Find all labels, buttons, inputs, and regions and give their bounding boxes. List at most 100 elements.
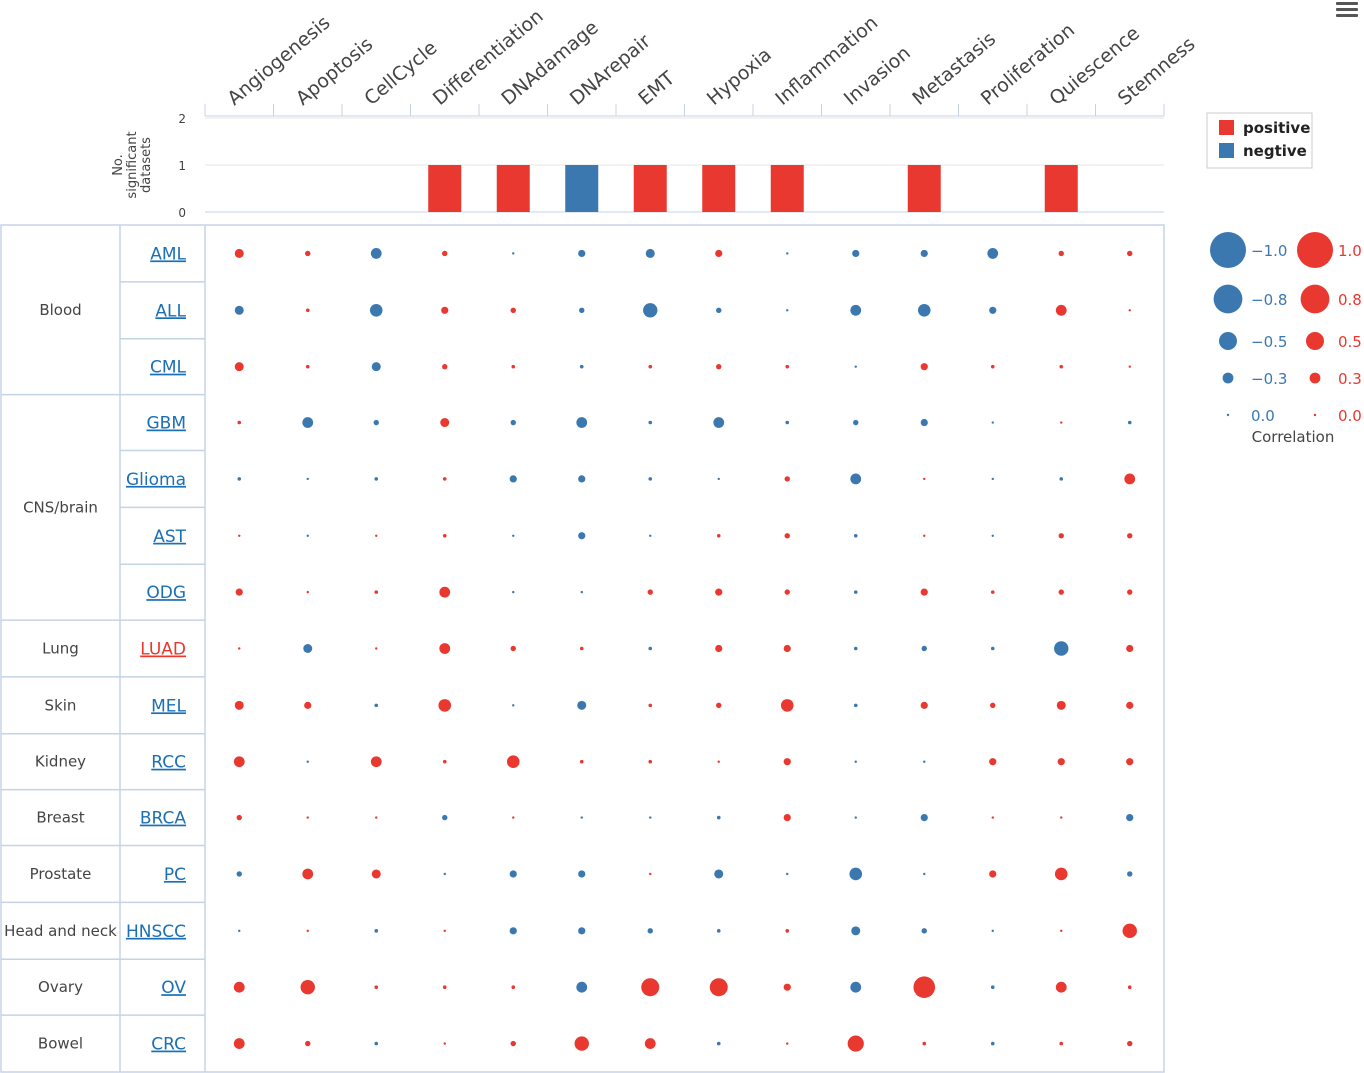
bubble-aml-dnarepair [578,249,586,258]
bubble-crc-stemness [1127,1040,1133,1047]
size-legend-positive-label: 0.3 [1338,370,1362,388]
bubble-all-angiogenesis [234,305,244,315]
dataset-link-mel[interactable]: MEL [151,696,186,716]
bubble-brca-cellcycle [375,816,378,819]
bubble-rcc-metastasis [923,760,926,763]
bubble-ov-quiescence [1055,981,1067,993]
bubble-all-invasion [850,304,862,316]
bubble-crc-differentiation [443,1042,446,1045]
bubble-glioma-emt [648,477,653,481]
bubble-brca-dnarepair [580,816,583,819]
size-legend-positive-label: 0.5 [1338,333,1362,351]
process-header: AngiogenesisApoptosisCellCycleDifferenti… [223,5,1199,110]
bubble-gbm-differentiation [440,418,450,428]
bubble-luad-apoptosis [303,644,313,653]
size-legend-title: Correlation [1252,428,1335,446]
group-label-blood: Blood [39,301,81,319]
bubble-all-stemness [1128,309,1131,312]
bar-legend-label-negative: negtive [1243,142,1307,160]
bubble-ast-cellcycle [375,534,378,537]
bubble-cml-invasion [854,365,857,368]
bubble-ov-dnarepair [576,981,588,993]
bubble-cml-differentiation [442,363,448,370]
bubble-aml-invasion [852,249,860,258]
bar-ytick-label: 0 [178,206,186,220]
bubble-rcc-quiescence [1057,758,1065,766]
bubble-hnscc-dnarepair [578,927,586,935]
bubble-crc-proliferation [990,1041,995,1046]
size-legend-negative-dot [1219,332,1237,350]
bubble-glioma-inflammation [784,476,790,482]
bubble-rcc-angiogenesis [233,756,245,768]
bubble-crc-emt [644,1038,656,1049]
dataset-link-pc[interactable]: PC [164,865,186,885]
dataset-link-glioma[interactable]: Glioma [126,470,186,490]
bubble-crc-dnarepair [574,1036,589,1051]
bubble-mel-cellcycle [374,703,379,708]
bar-ylabel-line: datasets [139,137,154,193]
bubble-brca-stemness [1126,814,1134,822]
size-legend-negative-label: −1.0 [1251,242,1287,260]
bubble-mel-angiogenesis [234,700,244,710]
group-label-kidney: Kidney [35,753,86,771]
bubble-brca-invasion [854,816,857,819]
bubble-pc-invasion [849,867,863,881]
size-legend-positive-label: 0.0 [1338,407,1362,425]
dataset-link-brca[interactable]: BRCA [140,809,186,829]
dataset-link-rcc[interactable]: RCC [151,753,186,773]
bubble-luad-angiogenesis [238,647,241,650]
bubble-cml-apoptosis [305,364,310,369]
bubble-ov-invasion [850,981,862,993]
bubble-ov-stemness [1127,985,1132,990]
bar-metastasis [907,165,941,212]
size-legend-negative-dot [1222,372,1234,384]
bar-ylabel-line: significant [125,131,140,198]
dataset-link-aml[interactable]: AML [150,244,186,264]
bar-ytick-label: 2 [178,112,186,126]
bubble-ov-cellcycle [374,985,379,990]
dataset-link-luad[interactable]: LUAD [140,640,186,660]
bubble-mel-quiescence [1056,700,1066,710]
bar-legend-label-positive: positive [1243,119,1310,137]
bubble-brca-dnadamage [512,816,515,819]
bubble-gbm-proliferation [991,421,994,424]
bubble-luad-metastasis [921,645,927,652]
size-legend-positive-dot [1309,372,1321,384]
dataset-link-all[interactable]: ALL [155,301,186,321]
bubble-luad-dnadamage [510,645,516,652]
bubble-cml-metastasis [920,363,928,371]
dataset-link-ast[interactable]: AST [153,527,186,547]
dataset-labels: AML ALL CML GBM Glioma AST ODG LUAD MEL RCC BRCA PC… [126,244,187,1054]
bubble-aml-stemness [1127,250,1133,257]
bubble-glioma-differentiation [442,477,447,481]
bubble-aml-inflammation [786,252,789,255]
bubble-pc-dnarepair [578,870,586,878]
size-legend-negative-label: −0.8 [1251,291,1287,309]
dataset-link-odg[interactable]: ODG [146,583,186,603]
bubble-rcc-proliferation [989,758,997,766]
bubble-all-emt [643,303,658,318]
bubble-pc-dnadamage [509,870,517,878]
hamburger-menu-icon[interactable] [1336,0,1358,20]
bubble-pc-metastasis [923,872,926,876]
dataset-link-crc[interactable]: CRC [151,1035,186,1055]
bubble-ov-dnadamage [511,985,516,990]
bubble-brca-hypoxia [716,815,721,820]
bubble-mel-stemness [1126,701,1134,709]
group-label-cns-brain: CNS/brain [23,498,98,516]
size-legend-negative-label: −0.5 [1251,333,1287,351]
bubble-gbm-angiogenesis [237,420,242,425]
bubble-pc-differentiation [443,872,446,876]
dataset-link-gbm[interactable]: GBM [146,414,186,434]
bubble-odg-apoptosis [306,590,309,594]
bubble-odg-stemness [1127,589,1133,595]
dataset-link-hnscc[interactable]: HNSCC [126,922,186,942]
bubble-gbm-inflammation [785,420,790,425]
dataset-link-ov[interactable]: OV [161,978,186,998]
bubble-aml-dnadamage [512,252,515,255]
bubble-luad-hypoxia [715,644,723,653]
bubble-rcc-apoptosis [306,760,309,763]
bubble-rcc-differentiation [442,759,447,764]
dataset-link-cml[interactable]: CML [150,358,187,378]
bubble-all-dnadamage [510,307,516,313]
